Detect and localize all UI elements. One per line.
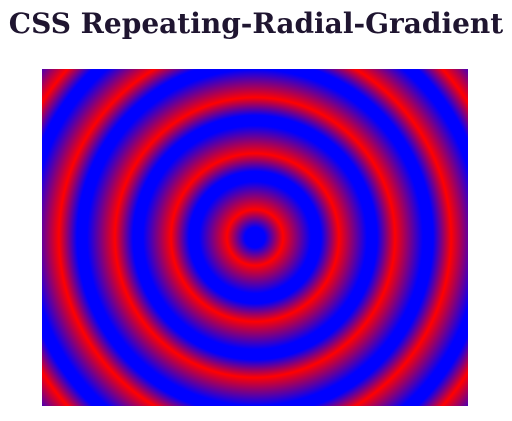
page-title: CSS Repeating-Radial-Gradient (8, 7, 504, 40)
repeating-radial-gradient-box (42, 69, 468, 406)
